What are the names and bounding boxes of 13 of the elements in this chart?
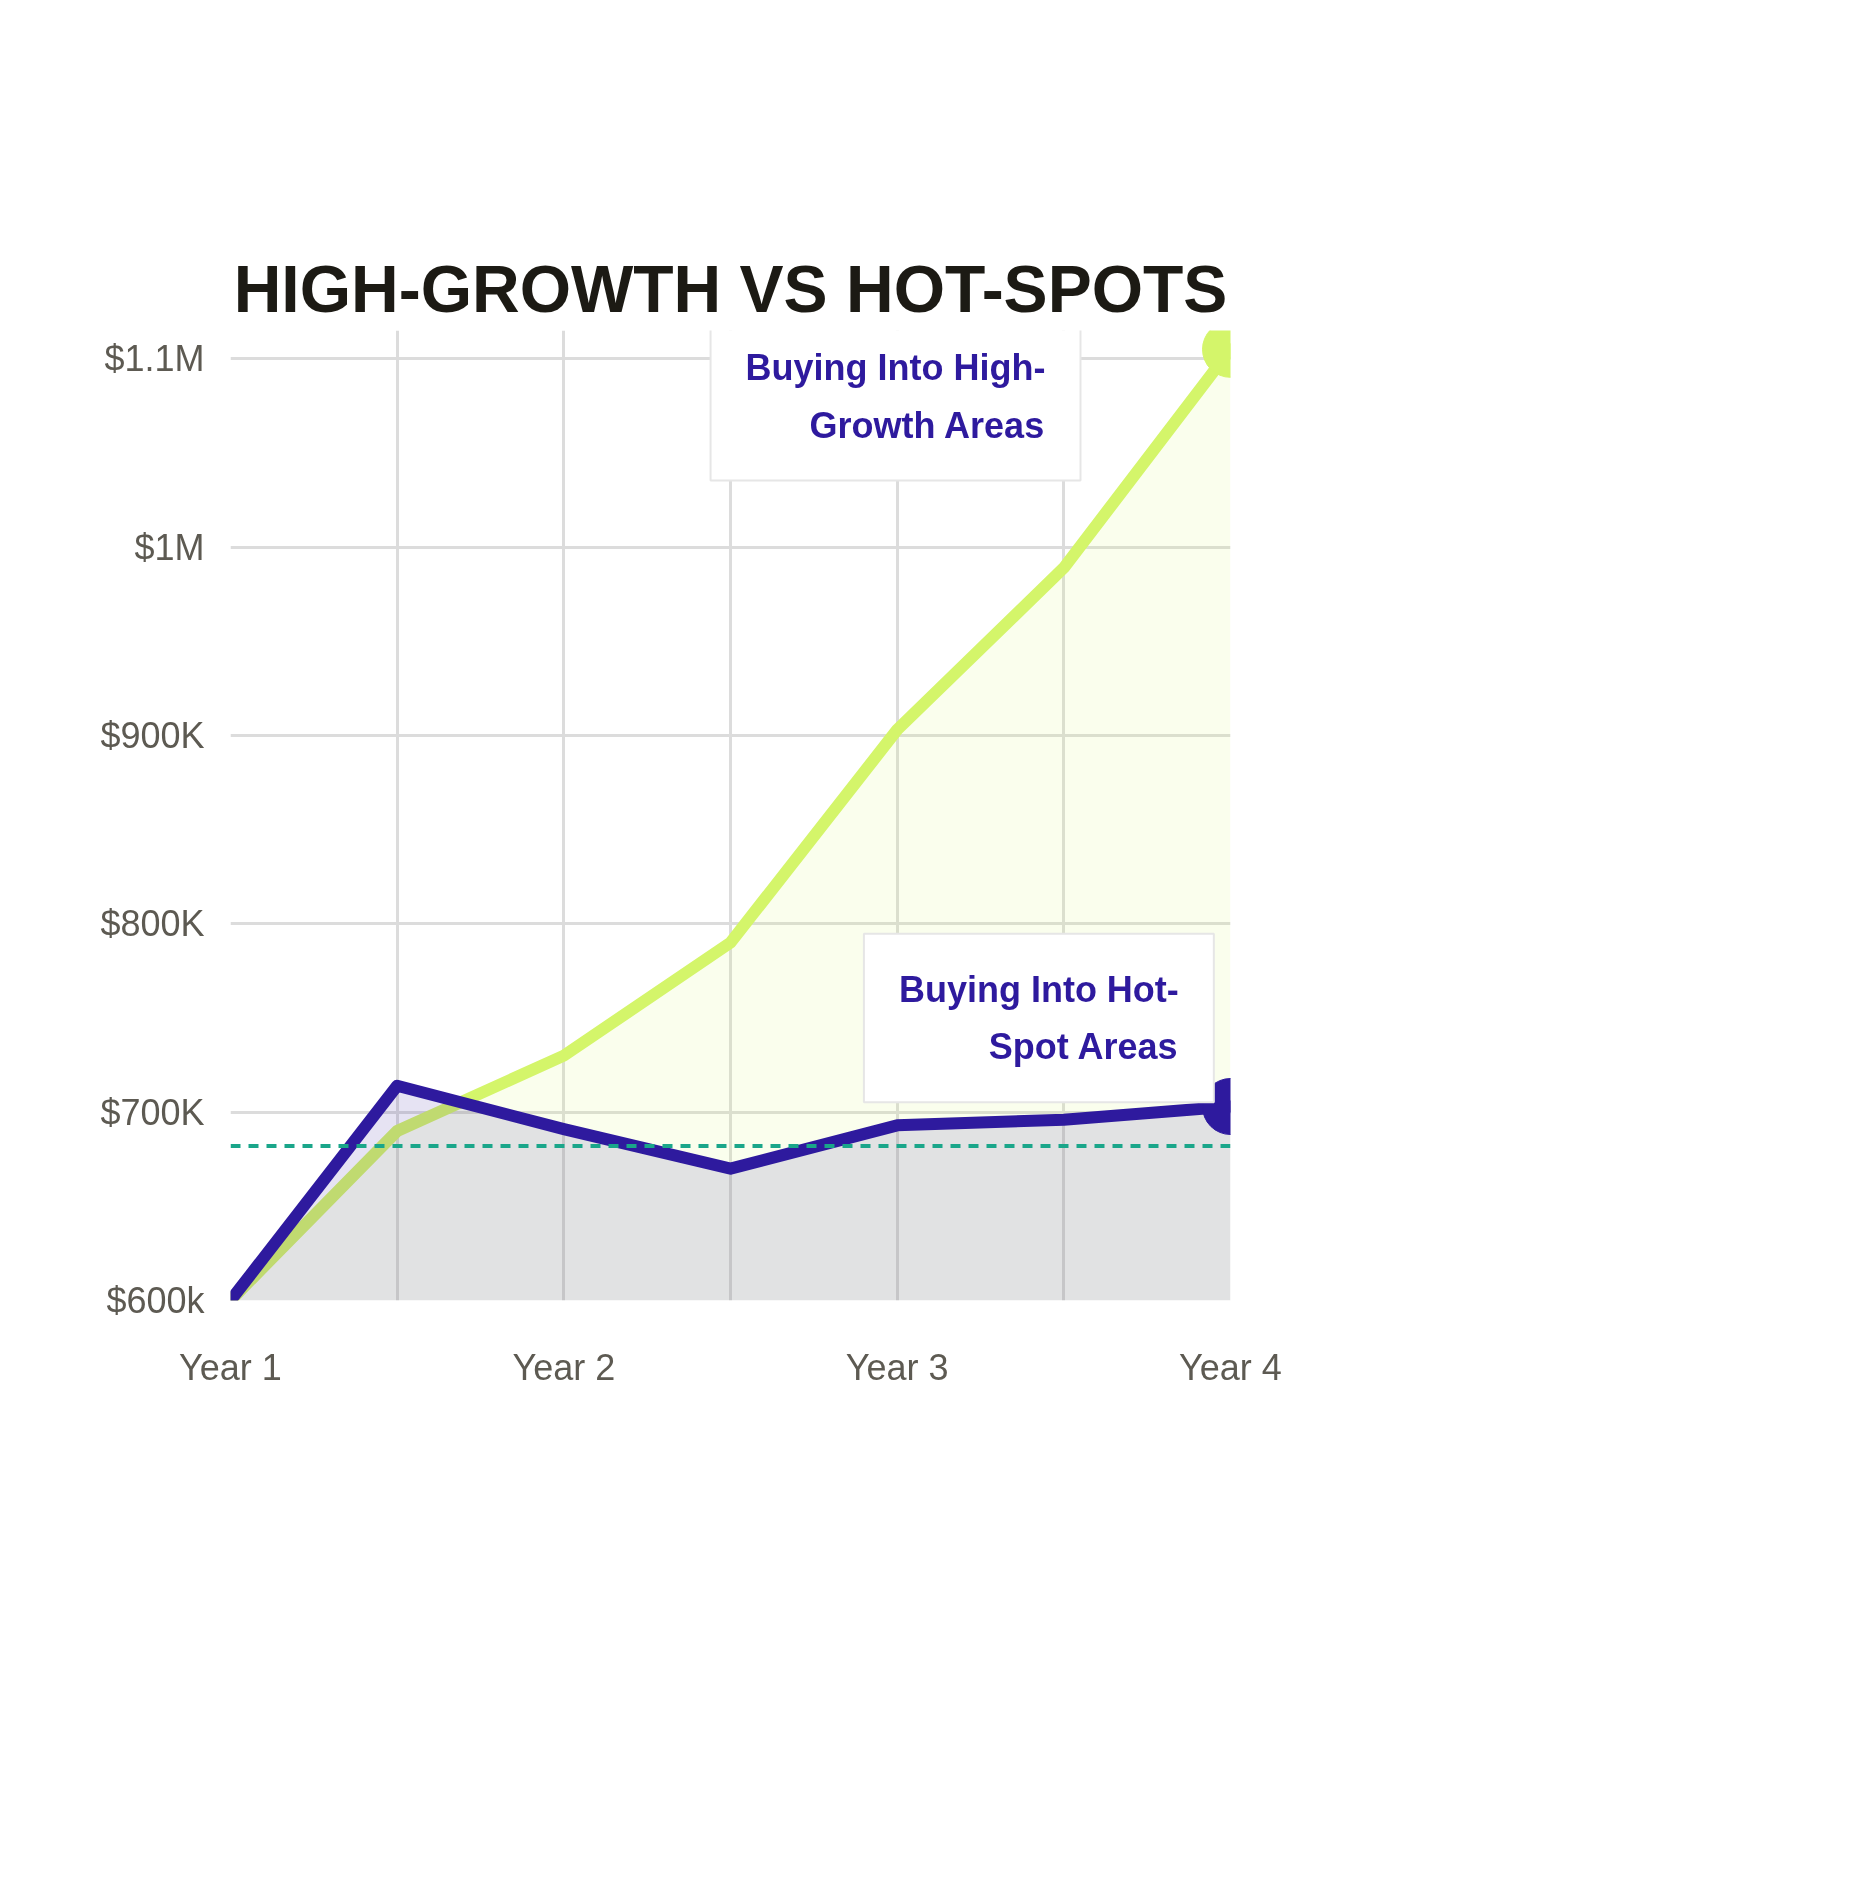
x-tick-label: Year 2 — [512, 1346, 616, 1388]
y-tick-label: $1M — [134, 526, 205, 568]
y-tick-label: $700K — [100, 1091, 205, 1133]
y-tick-label: $900K — [100, 714, 205, 756]
y-tick-label: $800K — [100, 903, 205, 945]
x-tick-label: Year 4 — [1179, 1346, 1282, 1388]
chart-title: HIGH-GROWTH VS HOT-SPOTS — [233, 251, 1228, 326]
y-tick-label: $600k — [106, 1280, 206, 1321]
x-tick-label: Year 1 — [179, 1346, 282, 1388]
y-tick-label: $1.1M — [104, 338, 205, 380]
x-tick-label: Year 3 — [845, 1346, 949, 1388]
text: Buying Into High-Growth Areas — [745, 347, 1046, 446]
series-label: Buying Into Hot-Spot Areas — [898, 968, 1179, 1068]
